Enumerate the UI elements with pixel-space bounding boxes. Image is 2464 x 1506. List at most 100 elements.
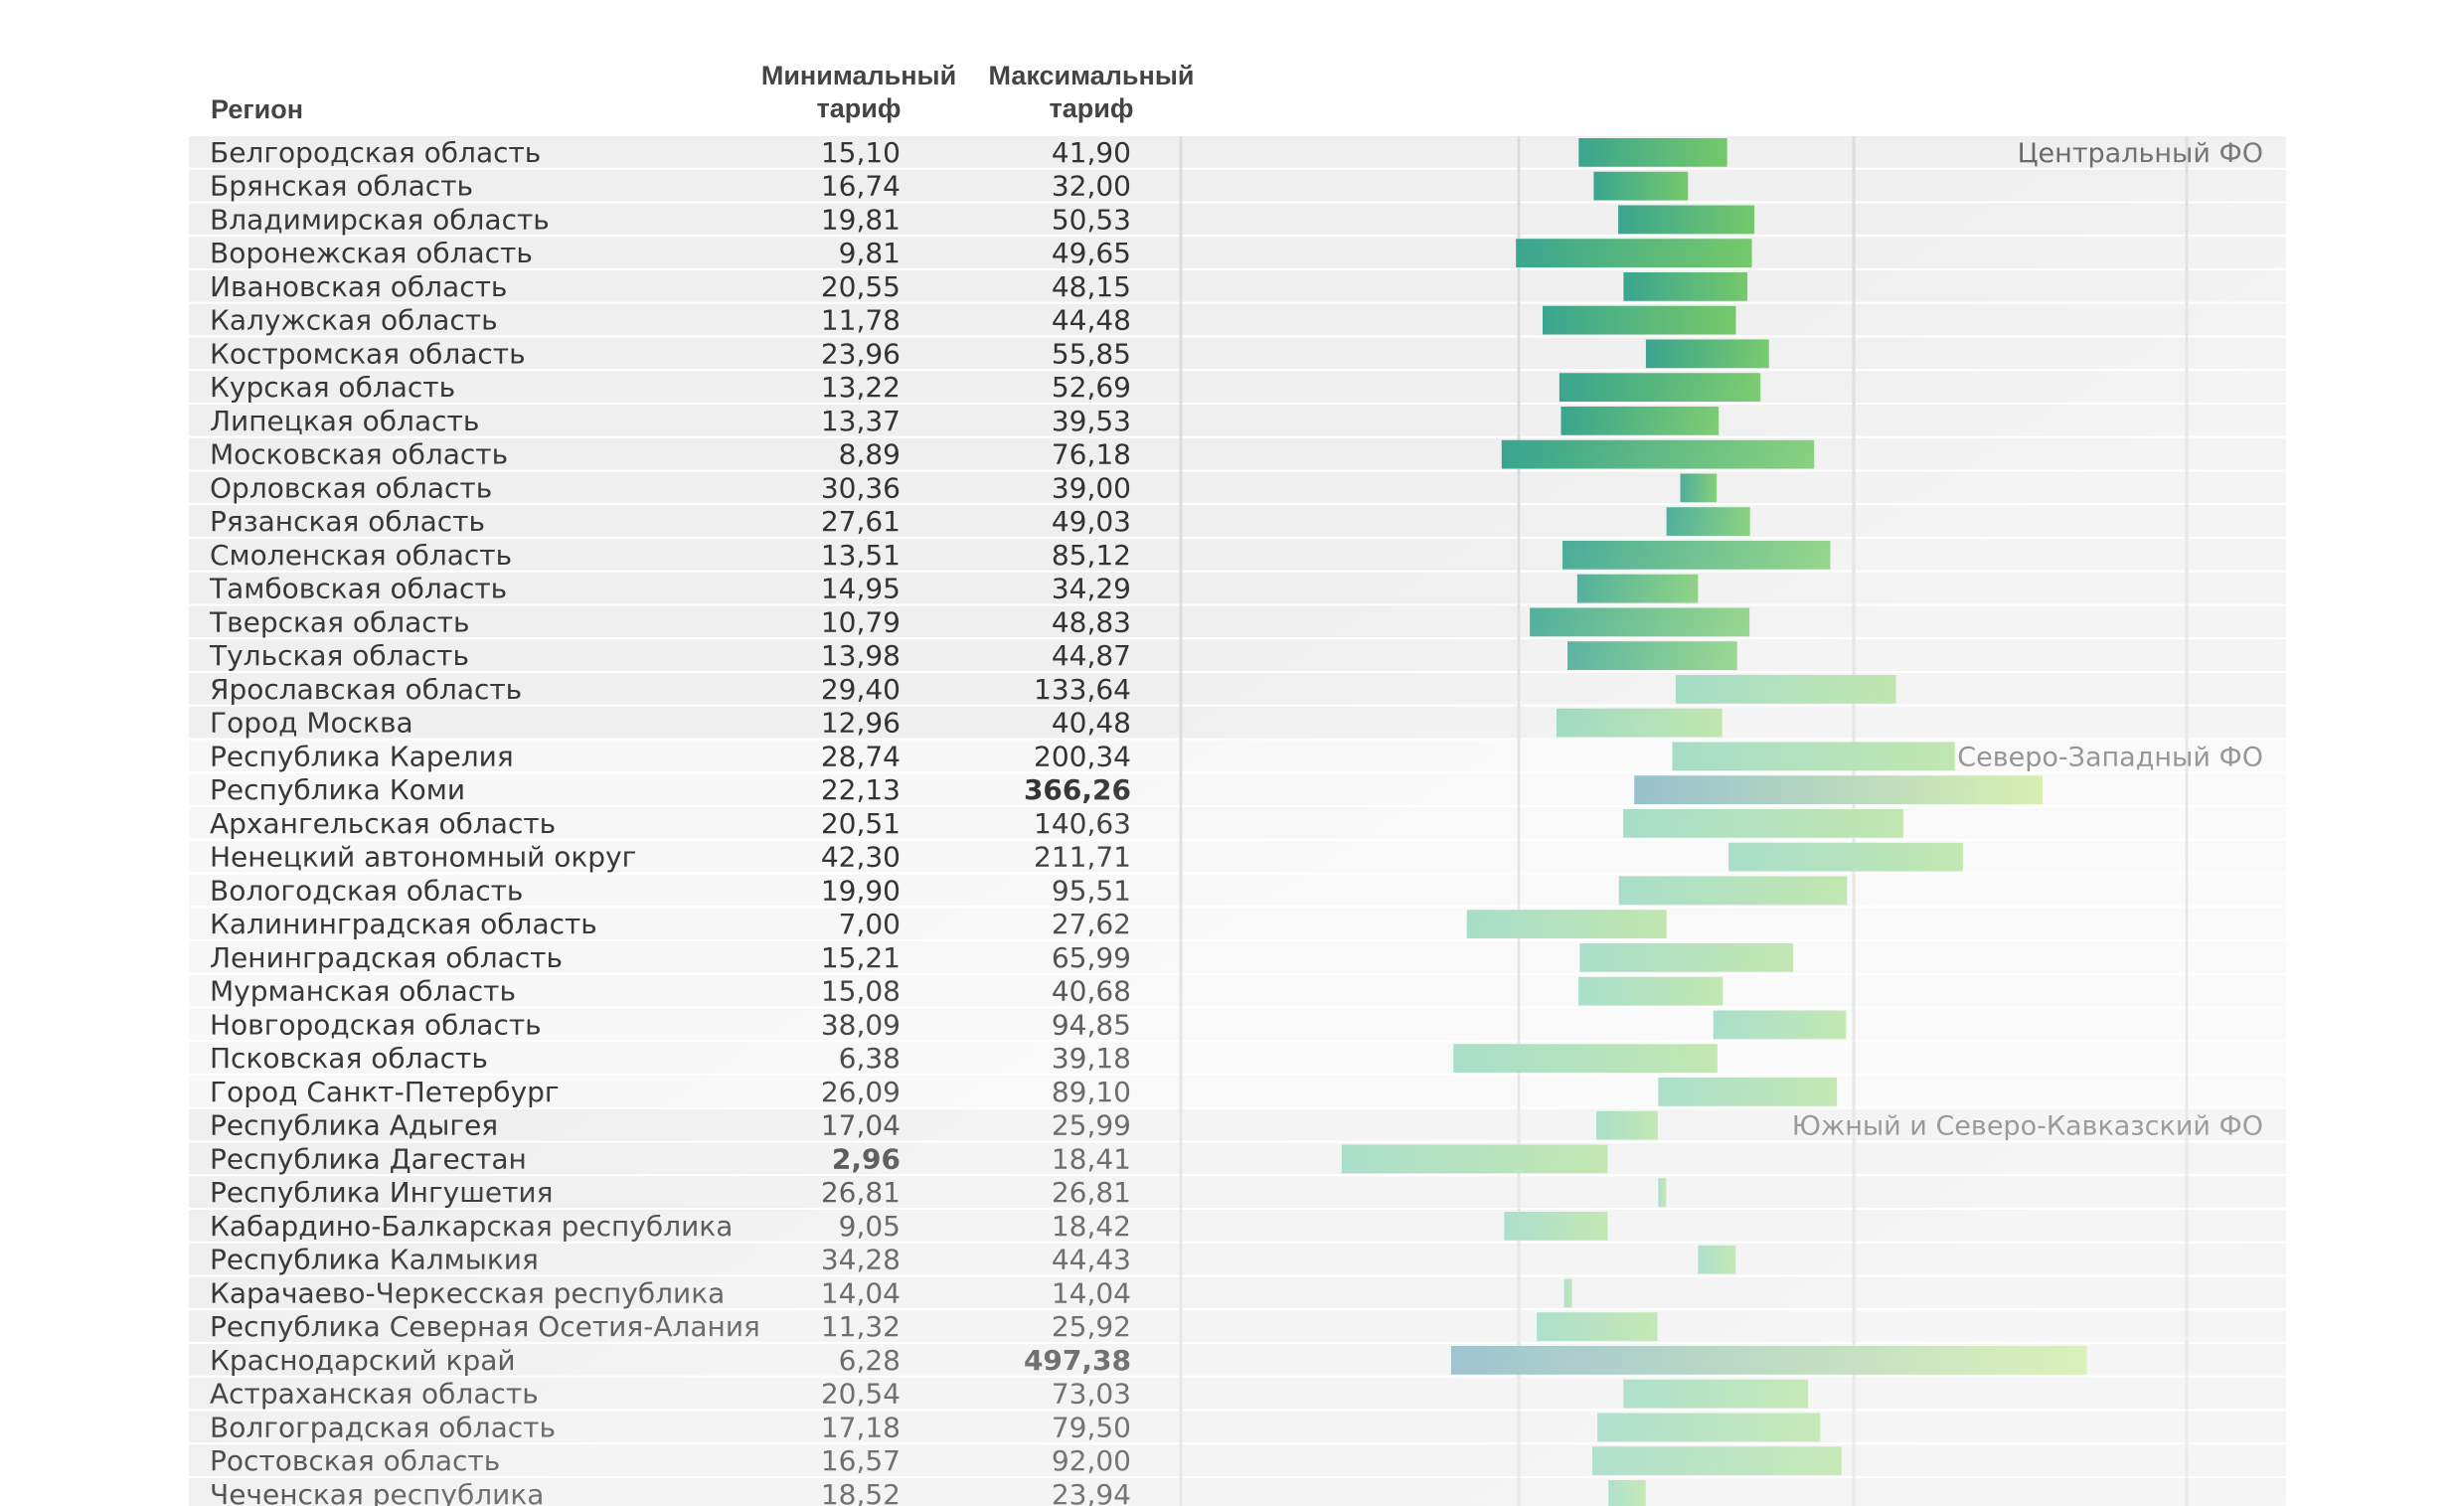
min-tariff-value: 10,79 (821, 605, 901, 638)
table-row: Мурманская область 15,08 40,68 (210, 975, 1131, 1008)
tariff-range-bar (1578, 976, 1724, 1006)
row-background (189, 605, 2286, 638)
table-row: Республика Северная Осетия-Алания 11,32 25… (210, 1310, 1131, 1343)
max-tariff-value: 95,51 (1052, 874, 1131, 907)
max-tariff-value: 27,62 (1052, 908, 1131, 940)
region-name: Воронежская область (210, 237, 533, 269)
max-tariff-value: 14,04 (1052, 1276, 1131, 1309)
table-row: Чеченская республика 18,52 23,94 (210, 1478, 1131, 1506)
max-tariff-value: 41,90 (1052, 136, 1131, 169)
table-row: Орловская область 30,36 39,00 (210, 471, 1131, 504)
region-name: Ростовская область (210, 1444, 500, 1477)
region-name: Волгоградская область (210, 1411, 556, 1443)
region-name: Тамбовская область (209, 573, 507, 605)
max-tariff-value: 55,85 (1052, 337, 1131, 370)
region-name: Калужская область (210, 304, 498, 337)
region-name: Астраханская область (210, 1378, 539, 1411)
region-name: Курская область (210, 371, 455, 404)
table-row: Курская область 13,22 52,69 (210, 371, 1131, 404)
min-tariff-value: 26,09 (821, 1076, 901, 1108)
tariff-range-bar (1623, 1379, 1808, 1409)
max-tariff-value: 39,18 (1052, 1042, 1131, 1075)
tariff-range-bar (1593, 171, 1689, 201)
tariff-range-bar (1501, 439, 1815, 469)
row-background (189, 437, 2286, 470)
row-background (189, 874, 2286, 907)
tariff-range-bar (1516, 239, 1752, 267)
min-tariff-value: 14,04 (821, 1276, 901, 1309)
region-name: Республика Калмыкия (210, 1244, 539, 1276)
table-row: Республика Калмыкия 34,28 44,43 (210, 1244, 1131, 1276)
row-background (189, 471, 2286, 504)
region-name: Тульская область (209, 639, 469, 672)
region-name: Тверская область (209, 605, 469, 638)
min-tariff-value: 15,21 (821, 941, 901, 974)
tariff-range-bar (1608, 1480, 1646, 1506)
min-tariff-value: 12,96 (821, 707, 901, 740)
region-name: Кабардино-Балкарская республика (210, 1210, 733, 1243)
table-row: Псковская область 6,38 39,18 (210, 1042, 1131, 1075)
table-row: Вологодская область 19,90 95,51 (210, 874, 1131, 907)
tariff-range-bar (1556, 708, 1723, 738)
tariff-range-bar (1576, 574, 1699, 603)
region-name: Республика Карелия (210, 740, 514, 772)
region-name: Республика Северная Осетия-Алания (210, 1310, 760, 1343)
min-tariff-value: 13,22 (821, 371, 901, 404)
row-background (189, 270, 2286, 302)
min-tariff-value: 6,38 (839, 1042, 901, 1075)
max-tariff-value: 85,12 (1052, 539, 1131, 572)
row-background (189, 1210, 2286, 1242)
min-tariff-value: 15,10 (821, 136, 901, 169)
row-background (189, 1478, 2286, 1506)
header-max-line1: Максимальный (988, 61, 1195, 90)
table-row: Карачаево-Черкесская республика 14,04 14,0… (210, 1276, 1131, 1309)
tariff-range-bar (1623, 272, 1748, 301)
min-tariff-value: 20,51 (821, 807, 901, 840)
table-row: Кабардино-Балкарская республика 9,05 18,42 (210, 1210, 1131, 1243)
min-tariff-value: 6,28 (839, 1344, 901, 1377)
region-name: Мурманская область (210, 975, 516, 1008)
row-background (189, 1310, 2286, 1342)
region-name: Псковская область (210, 1042, 488, 1075)
tariff-range-bar (1578, 138, 1727, 167)
table-row: Костромская область 23,96 55,85 (210, 337, 1131, 370)
tariff-range-bar (1713, 1010, 1847, 1040)
row-background (189, 303, 2286, 336)
table-row: Ненецкий автономный округ 42,30 211,71 (210, 841, 1131, 874)
row-background (189, 203, 2286, 236)
max-tariff-value: 48,83 (1052, 605, 1131, 638)
max-tariff-value: 94,85 (1052, 1008, 1131, 1041)
region-name: Карачаево-Черкесская республика (210, 1276, 725, 1309)
min-tariff-value: 34,28 (821, 1244, 901, 1276)
tariff-range-bar (1466, 910, 1667, 938)
row-background (189, 974, 2286, 1007)
tariff-range-bar (1450, 1346, 2087, 1375)
region-name: Республика Ингушетия (210, 1176, 553, 1209)
region-name: Ярославская область (210, 673, 522, 706)
table-row: Астраханская область 20,54 73,03 (210, 1378, 1131, 1411)
row-background (189, 136, 2286, 168)
min-tariff-value: 13,37 (821, 405, 901, 437)
tariff-range-bar (1542, 305, 1736, 335)
region-name: Ивановская область (210, 270, 507, 303)
min-tariff-value: 13,51 (821, 539, 901, 572)
table-row: Тверская область 10,79 48,83 (209, 605, 1131, 638)
row-background (189, 405, 2286, 436)
tariff-range-bar (1579, 943, 1794, 972)
max-tariff-value: 44,48 (1052, 304, 1131, 337)
max-tariff-value: 49,65 (1052, 237, 1131, 269)
region-name: Орловская область (210, 471, 492, 504)
region-name: Республика Дагестан (210, 1142, 527, 1175)
table-row: Тамбовская область 14,95 34,29 (209, 573, 1131, 605)
tariff-range-bar (1567, 641, 1737, 670)
tariff-range-bar (1561, 407, 1720, 435)
max-tariff-value: 52,69 (1052, 371, 1131, 404)
min-tariff-value: 13,98 (821, 639, 901, 672)
max-tariff-value: 25,92 (1052, 1310, 1131, 1343)
row-background (189, 1444, 2286, 1476)
max-tariff-value: 40,68 (1052, 975, 1131, 1008)
min-tariff-value: 9,05 (839, 1210, 901, 1243)
max-tariff-value: 76,18 (1052, 438, 1131, 471)
min-tariff-value: 17,18 (821, 1411, 901, 1443)
